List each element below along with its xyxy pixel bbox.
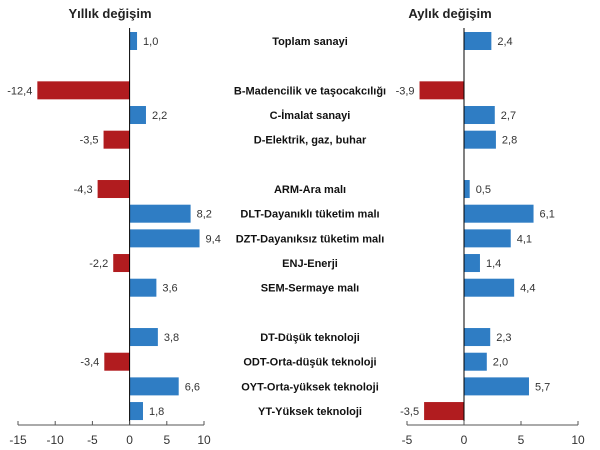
bar bbox=[464, 130, 496, 149]
data-label: -3,4 bbox=[80, 357, 99, 369]
bar bbox=[97, 180, 130, 199]
bar bbox=[464, 254, 480, 273]
bar bbox=[129, 204, 191, 223]
data-label: 2,2 bbox=[152, 110, 167, 122]
data-label: 3,8 bbox=[164, 332, 179, 344]
category-label: DZT-Dayanıksız tüketim malı bbox=[236, 233, 385, 245]
bar bbox=[464, 352, 487, 371]
data-label: 3,6 bbox=[162, 283, 177, 295]
data-label: 2,0 bbox=[493, 357, 508, 369]
data-label: -2,2 bbox=[89, 258, 108, 270]
bar bbox=[129, 377, 179, 396]
panel-title: Yıllık değişim bbox=[68, 6, 151, 21]
x-tick-label: 5 bbox=[163, 433, 170, 447]
data-label: 4,4 bbox=[520, 283, 535, 295]
x-tick-label: 0 bbox=[126, 433, 133, 447]
x-tick-label: 10 bbox=[571, 433, 585, 447]
data-label: 2,4 bbox=[497, 36, 512, 48]
data-label: -3,9 bbox=[396, 85, 415, 97]
category-label: OYT-Orta-yüksek teknoloji bbox=[241, 381, 379, 393]
data-label: 2,8 bbox=[502, 135, 517, 147]
data-label: 0,5 bbox=[476, 184, 491, 196]
bar bbox=[464, 204, 534, 223]
bar bbox=[129, 402, 143, 421]
data-label: 6,6 bbox=[185, 381, 200, 393]
category-label: Toplam sanayi bbox=[272, 36, 348, 48]
data-label: 9,4 bbox=[206, 233, 221, 245]
bar bbox=[464, 229, 511, 248]
data-label: -12,4 bbox=[7, 85, 32, 97]
data-label: -4,3 bbox=[74, 184, 93, 196]
bar bbox=[129, 106, 146, 125]
data-label: -3,5 bbox=[80, 135, 99, 147]
bar bbox=[464, 32, 492, 50]
category-label: DT-Düşük teknoloji bbox=[260, 332, 360, 344]
bar bbox=[129, 278, 157, 297]
x-tick-label: -10 bbox=[47, 433, 65, 447]
data-label: 4,1 bbox=[517, 233, 532, 245]
category-label: D-Elektrik, gaz, buhar bbox=[254, 135, 367, 147]
bar bbox=[419, 81, 464, 100]
panel-title: Aylık değişim bbox=[408, 6, 491, 21]
x-tick-label: -5 bbox=[402, 433, 413, 447]
bar bbox=[129, 229, 200, 248]
category-label: ARM-Ara malı bbox=[274, 184, 346, 196]
category-label: C-İmalat sanayi bbox=[270, 109, 351, 122]
bar bbox=[113, 254, 130, 273]
category-label: ENJ-Enerji bbox=[282, 258, 338, 270]
category-label: DLT-Dayanıklı tüketim malı bbox=[240, 209, 379, 221]
data-label: 1,4 bbox=[486, 258, 501, 270]
bar bbox=[464, 278, 515, 297]
bar bbox=[464, 180, 470, 199]
data-label: 2,3 bbox=[496, 332, 511, 344]
bar bbox=[129, 32, 138, 50]
data-label: 1,0 bbox=[143, 36, 158, 48]
bar bbox=[464, 377, 529, 396]
bar bbox=[103, 130, 130, 149]
bar bbox=[464, 106, 495, 125]
data-label: 2,7 bbox=[501, 110, 516, 122]
data-label: 5,7 bbox=[535, 381, 550, 393]
bar bbox=[129, 328, 158, 347]
x-tick-label: 5 bbox=[518, 433, 525, 447]
bar bbox=[37, 81, 130, 100]
x-tick-label: 0 bbox=[461, 433, 468, 447]
x-tick-label: -15 bbox=[9, 433, 27, 447]
x-tick-label: 10 bbox=[197, 433, 211, 447]
data-label: 8,2 bbox=[197, 209, 212, 221]
category-label: ODT-Orta-düşük teknoloji bbox=[243, 357, 376, 369]
data-label: 1,8 bbox=[149, 406, 164, 418]
category-label: SEM-Sermaye malı bbox=[261, 283, 359, 295]
bar bbox=[464, 328, 491, 347]
x-tick-label: -5 bbox=[87, 433, 98, 447]
category-label: YT-Yüksek teknoloji bbox=[258, 406, 362, 418]
data-label: -3,5 bbox=[400, 406, 419, 418]
data-label: 6,1 bbox=[540, 209, 555, 221]
bar bbox=[424, 402, 464, 421]
bar bbox=[104, 352, 130, 371]
category-label: B-Madencilik ve taşocakcılığı bbox=[234, 85, 386, 97]
